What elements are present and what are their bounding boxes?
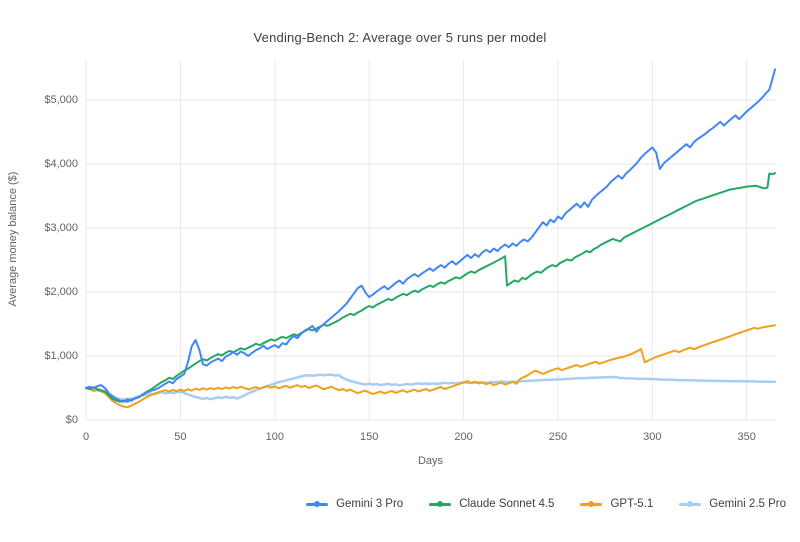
- x-axis-label: Days: [417, 455, 444, 467]
- legend-dot-icon: [314, 501, 321, 507]
- legend-line-marker-icon: [679, 501, 702, 507]
- x-tick-label: 100: [265, 431, 284, 443]
- y-tick-label: $2,000: [44, 286, 78, 298]
- legend-item-claude-sonnet-4-5: Claude Sonnet 4.5: [429, 498, 554, 510]
- legend-line-marker-icon: [306, 501, 329, 507]
- legend-dot-icon: [687, 501, 694, 507]
- series-line-gemini-2-5-pro: [84, 373, 777, 402]
- x-tick-label: 0: [82, 431, 90, 443]
- legend-dot-icon: [437, 501, 444, 507]
- y-tick-label: $0: [65, 414, 78, 426]
- y-tick-label: $5,000: [44, 94, 78, 106]
- legend-line-marker-icon: [580, 501, 603, 507]
- legend-item-gemini-2-5-pro: Gemini 2.5 Pro: [679, 498, 786, 510]
- legend-item-gemini-3-pro: Gemini 3 Pro: [306, 498, 403, 510]
- legend-item-gpt-5-1: GPT-5.1: [580, 498, 653, 510]
- x-tick-label: 350: [737, 431, 756, 443]
- legend-dot-icon: [588, 501, 595, 507]
- x-tick-label: 300: [643, 431, 662, 443]
- legend: Gemini 3 Pro Claude Sonnet 4.5 GPT-5.1 Gemi…: [0, 494, 786, 514]
- legend-label: Gemini 2.5 Pro: [709, 498, 786, 510]
- legend-label: Gemini 3 Pro: [336, 498, 404, 510]
- x-tick-label: 50: [174, 431, 187, 443]
- x-tick-label: 250: [548, 431, 568, 443]
- plot-area: [84, 60, 777, 421]
- series-line-gemini-3-pro: [85, 68, 776, 403]
- y-tick-label: $1,000: [44, 350, 78, 362]
- legend-label: GPT-5.1: [610, 498, 654, 510]
- plot-canvas: [84, 60, 777, 421]
- series-line-gpt-5-1: [85, 324, 776, 409]
- y-tick-label: $4,000: [44, 158, 78, 170]
- series-line-claude-sonnet-4-5: [85, 172, 776, 403]
- legend-line-marker-icon: [429, 501, 452, 507]
- y-tick-label: $3,000: [44, 222, 78, 234]
- x-tick-label: 200: [454, 431, 473, 443]
- x-tick-label: 150: [359, 431, 379, 443]
- chart-title: Vending-Bench 2: Average over 5 runs per…: [253, 30, 547, 45]
- legend-label: Claude Sonnet 4.5: [459, 498, 555, 510]
